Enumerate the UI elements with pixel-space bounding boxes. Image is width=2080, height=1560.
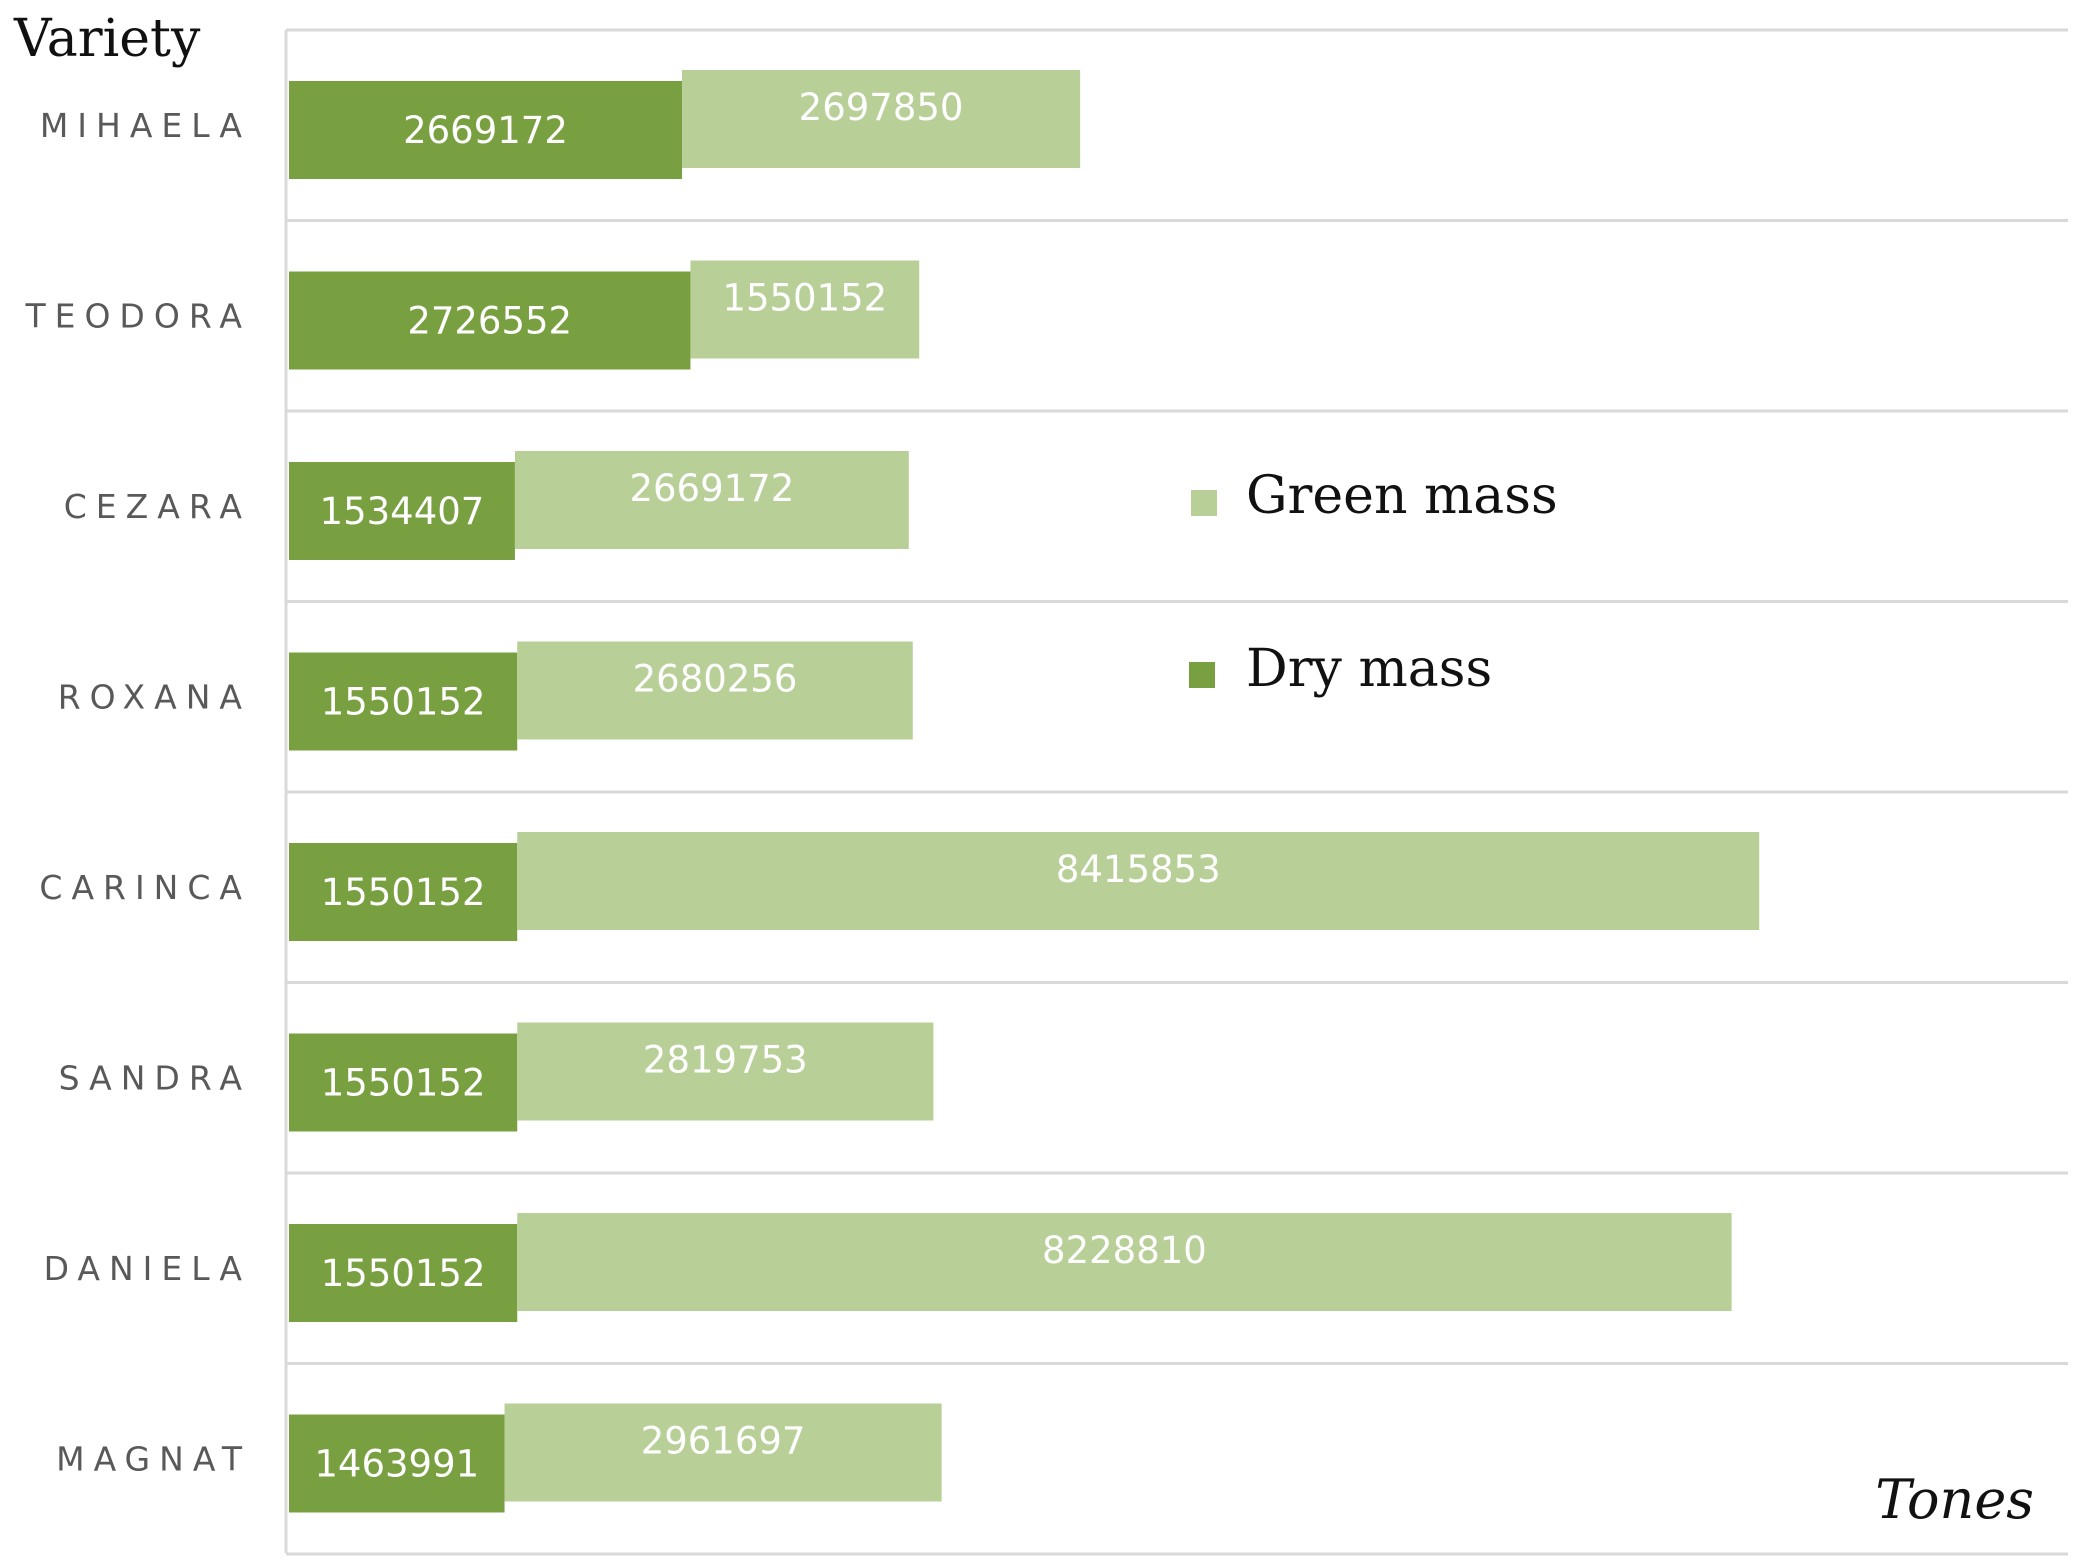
data-label-dry-mass: 1534407	[320, 490, 485, 533]
data-label-dry-mass: 2726552	[407, 300, 572, 343]
bar-green-mass	[690, 260, 920, 359]
data-label-dry-mass: 1463991	[314, 1443, 479, 1486]
bar-green-mass	[517, 641, 913, 740]
bar-dry-mass	[289, 1414, 505, 1513]
data-label-green-mass: 8228810	[1042, 1229, 1207, 1272]
data-label-green-mass: 2697850	[799, 86, 964, 129]
legend-swatch-dry-mass	[1189, 662, 1215, 688]
labels-layer: MIHAELA 2669172 2697850 TEODORA 2726552 15501…	[24, 86, 1220, 1486]
bars-layer	[289, 70, 1760, 1513]
data-label-dry-mass: 1550152	[321, 871, 486, 914]
data-label-dry-mass: 1550152	[321, 1062, 486, 1105]
gridlines	[286, 28, 2068, 1556]
data-label-dry-mass: 2669172	[403, 109, 568, 152]
bar-green-mass	[504, 1403, 942, 1502]
legend-swatch-green-mass	[1191, 490, 1217, 516]
category-label: TEODORA	[24, 297, 251, 336]
data-label-green-mass: 2680256	[633, 658, 798, 701]
bar-green-mass	[517, 832, 1760, 930]
category-label: CEZARA	[64, 487, 251, 526]
bar-dry-mass	[289, 462, 515, 560]
bar-dry-mass	[289, 1224, 518, 1322]
x-axis-title: Tones	[1875, 1468, 2034, 1531]
legend-label-dry-mass: Dry mass	[1246, 639, 1492, 699]
category-label: MIHAELA	[40, 106, 251, 145]
data-label-green-mass: 2819753	[643, 1039, 808, 1082]
data-label-dry-mass: 1550152	[321, 681, 486, 724]
data-label-green-mass: 1550152	[722, 277, 887, 320]
category-label: MAGNAT	[56, 1440, 251, 1479]
data-label-dry-mass: 1550152	[321, 1252, 486, 1295]
data-label-green-mass: 2669172	[629, 467, 794, 510]
data-label-green-mass: 8415853	[1056, 848, 1221, 891]
y-axis-title: Variety	[13, 9, 201, 69]
data-label-green-mass: 2961697	[641, 1420, 806, 1463]
bar-green-mass	[514, 451, 909, 549]
bar-dry-mass	[289, 843, 518, 941]
category-label: ROXANA	[58, 678, 251, 717]
bar-green-mass	[517, 1213, 1732, 1311]
category-label: SANDRA	[59, 1059, 251, 1098]
legend-label-green-mass: Green mass	[1246, 466, 1558, 526]
bar-green-mass	[517, 1022, 934, 1121]
category-label: CARINCA	[39, 868, 251, 907]
legend: Green mass Dry mass	[1189, 466, 1558, 699]
bar-green-mass	[682, 70, 1081, 168]
category-label: DANIELA	[44, 1249, 251, 1288]
bar-dry-mass	[289, 271, 691, 370]
bar-dry-mass	[289, 1033, 518, 1132]
bar-dry-mass	[289, 652, 518, 751]
bar-dry-mass	[289, 81, 682, 179]
